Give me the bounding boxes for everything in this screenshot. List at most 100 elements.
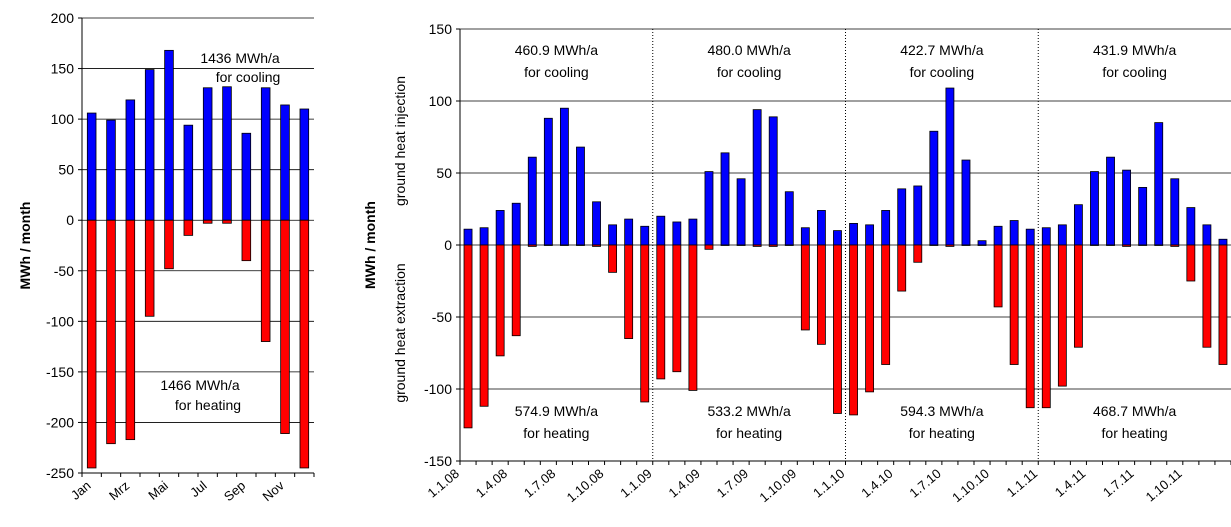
x-tick-label: 1.10.10 xyxy=(949,466,992,505)
bar-cooling xyxy=(1009,220,1019,246)
bar-cooling xyxy=(576,146,585,246)
bar-heating xyxy=(527,244,537,247)
bar-heating xyxy=(1218,244,1228,365)
bar-cooling xyxy=(1170,178,1180,246)
bar-heating xyxy=(144,219,155,317)
bar-heating xyxy=(86,219,97,469)
bar-cooling xyxy=(479,227,489,246)
bar-cooling xyxy=(125,99,136,221)
bar-heating xyxy=(479,244,489,407)
y-tick-label: 150 xyxy=(429,21,453,37)
bar-heating xyxy=(592,244,601,247)
bar-cooling xyxy=(816,210,826,246)
x-tick-label: 1.7.08 xyxy=(521,466,558,501)
bar-heating xyxy=(1186,244,1196,282)
annotation-cooling: for cooling xyxy=(1102,64,1167,80)
annotation-heating: for heating xyxy=(523,425,589,441)
bar-cooling xyxy=(202,87,213,221)
bar-heating xyxy=(1025,244,1035,409)
y-tick-label: -50 xyxy=(432,309,452,325)
bar-heating xyxy=(929,244,939,246)
annotation-cooling: for cooling xyxy=(216,69,281,85)
bar-heating xyxy=(299,219,310,469)
bar-heating xyxy=(183,219,194,236)
bar-cooling xyxy=(608,224,618,246)
bar-heating xyxy=(1073,244,1083,348)
bar-heating xyxy=(945,244,955,247)
bar-heating xyxy=(913,244,923,263)
bar-heating xyxy=(720,244,730,246)
bar-heating xyxy=(704,244,714,250)
x-tick-label: 1.1.09 xyxy=(617,466,654,501)
bar-heating xyxy=(1041,244,1051,409)
bar-heating xyxy=(977,244,987,246)
bar-cooling xyxy=(543,117,553,246)
x-tick-label: 1.1.10 xyxy=(810,466,847,501)
bar-cooling xyxy=(849,222,858,246)
bar-cooling xyxy=(993,225,1003,246)
bar-heating xyxy=(241,219,252,262)
y-tick-label: 150 xyxy=(51,61,75,77)
bar-cooling xyxy=(1106,156,1115,246)
bar-heating xyxy=(495,244,505,357)
annotation-heating: 468.7 MWh/a xyxy=(1093,403,1176,419)
bar-cooling xyxy=(241,132,252,221)
bar-heating xyxy=(640,244,650,403)
annotation-cooling: 480.0 MWh/a xyxy=(707,42,790,58)
bar-heating xyxy=(752,244,762,247)
y-tick-label: -50 xyxy=(54,263,74,279)
bar-cooling xyxy=(1025,228,1035,246)
y-tick-label: -200 xyxy=(46,414,74,430)
y-axis-label-top: ground heat injection xyxy=(392,76,408,206)
bar-cooling xyxy=(559,107,569,246)
annotation-heating: for heating xyxy=(716,425,782,441)
bar-heating xyxy=(784,244,794,246)
x-tick-label: 1.10.11 xyxy=(1143,466,1185,505)
bar-heating xyxy=(202,219,213,224)
bar-cooling xyxy=(164,49,174,221)
y-tick-label: -100 xyxy=(424,381,452,397)
y-tick-label: 200 xyxy=(51,10,75,26)
x-tick-label: 1.7.11 xyxy=(1100,466,1137,500)
bar-heating xyxy=(672,244,682,373)
bar-cooling xyxy=(1073,204,1083,246)
bar-heating xyxy=(543,244,553,246)
x-tick-label: Mrz xyxy=(106,478,132,503)
bar-cooling xyxy=(704,171,714,246)
x-tick-label: Jul xyxy=(187,478,209,500)
bar-cooling xyxy=(640,225,650,246)
bar-cooling xyxy=(106,119,116,221)
bar-cooling xyxy=(800,227,810,246)
annotation-cooling: 460.9 MWh/a xyxy=(515,42,598,58)
bar-cooling xyxy=(1090,171,1099,246)
bar-cooling xyxy=(1154,122,1164,246)
x-tick-label: 1.4.08 xyxy=(473,466,510,501)
bar-heating xyxy=(1202,244,1212,348)
bar-heating xyxy=(608,244,618,273)
bar-heating xyxy=(164,219,174,270)
bar-heating xyxy=(961,244,971,246)
bar-cooling xyxy=(784,191,794,246)
x-tick-label: Mai xyxy=(145,478,171,503)
bar-cooling xyxy=(299,108,310,221)
bar-cooling xyxy=(280,104,290,221)
annotation-cooling: 1436 MWh/a xyxy=(200,50,280,66)
bar-cooling xyxy=(495,210,505,246)
bar-heating xyxy=(280,219,290,434)
bar-heating xyxy=(1138,244,1148,246)
x-tick-label: 1.4.11 xyxy=(1052,466,1089,500)
bar-heating xyxy=(559,244,569,246)
bar-cooling xyxy=(1218,238,1228,246)
y-tick-label: -100 xyxy=(46,313,74,329)
bar-cooling xyxy=(1041,227,1051,246)
bar-heating xyxy=(463,244,473,429)
bar-cooling xyxy=(945,87,955,246)
bar-cooling xyxy=(463,228,473,246)
bar-heating xyxy=(993,244,1003,308)
x-tick-label: 1.1.11 xyxy=(1004,466,1041,500)
bar-heating xyxy=(1154,244,1164,246)
y-axis-label: MWh / month xyxy=(17,202,33,290)
y-tick-label: 0 xyxy=(444,237,452,253)
bar-cooling xyxy=(86,112,97,221)
